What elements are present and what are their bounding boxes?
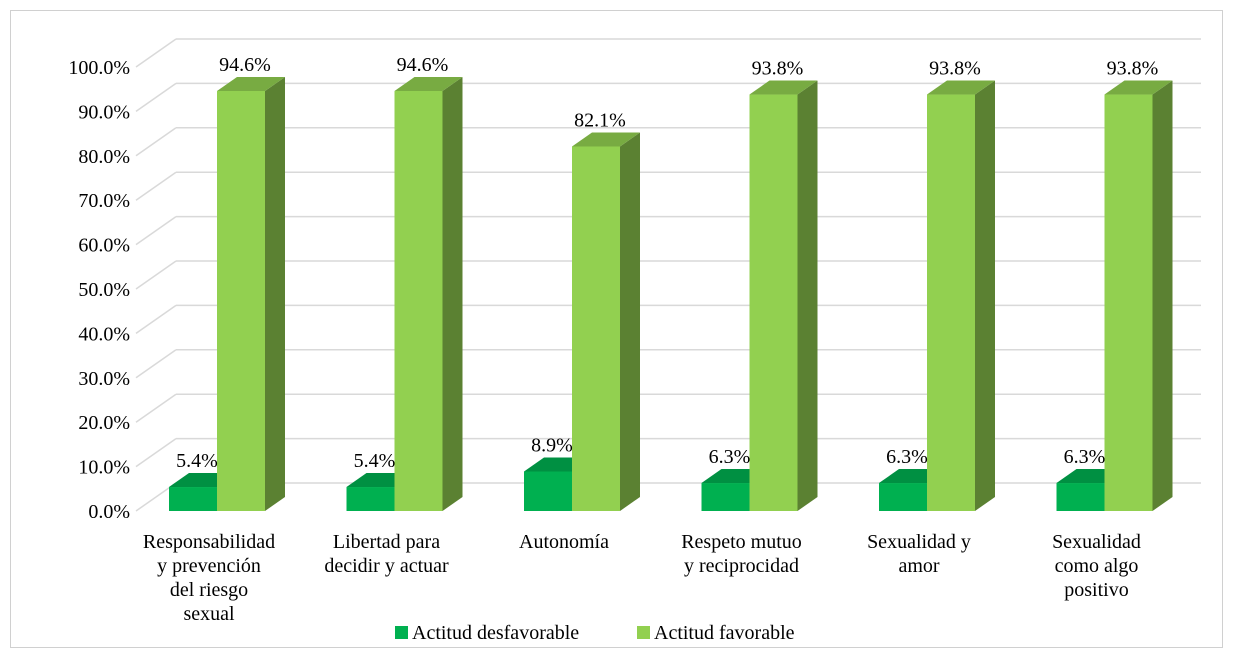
y-tick-label: 60.0% (78, 235, 130, 257)
bar (394, 90, 443, 511)
y-tick-label: 20.0% (78, 412, 130, 434)
category-label: Sexualidad como algo positivo (1052, 531, 1141, 601)
category-label-line: Responsabilidad (143, 531, 275, 553)
category-label: Libertad para decidir y actuar (324, 531, 449, 577)
gridline-diagonal (135, 82, 177, 113)
bar (572, 146, 620, 511)
data-label: 93.8% (1107, 58, 1159, 80)
data-label: 82.1% (574, 109, 626, 131)
category-label-line: decidir y actuar (324, 555, 449, 577)
category-label-line: Sexualidad y (867, 531, 971, 553)
bar-top (572, 132, 640, 147)
gridline-diagonal (135, 127, 177, 157)
legend-label: Actitud favorable (654, 622, 795, 644)
data-label: 6.3% (886, 446, 928, 468)
gridline-diagonal (135, 437, 177, 468)
gridline-diagonal (135, 349, 177, 379)
bar (524, 471, 572, 511)
bar (346, 487, 395, 511)
bar (217, 90, 265, 511)
category-labels: Responsabilidad y prevención del riesgo sex… (143, 531, 1141, 625)
category-label-line: Respeto mutuo (681, 531, 802, 553)
category-label-line: y prevención (157, 555, 261, 577)
bar-chart: 0.0% 10.0% 20.0% 30.0% 40.0% 50.0% 60.0% 70.0% 8… (68, 38, 1201, 644)
category-label: Responsabilidad y prevención del riesgo sex… (143, 531, 275, 625)
y-tick-label: 50.0% (78, 279, 130, 301)
bars (169, 76, 1173, 511)
bar (701, 483, 750, 511)
gridline-diagonal (135, 38, 177, 68)
gridline-diagonal (135, 260, 177, 290)
bar (749, 94, 798, 511)
bar-side (265, 76, 285, 511)
bar-top (927, 80, 995, 95)
y-tick-label: 0.0% (88, 501, 130, 523)
category-label-line: y reciprocidad (684, 555, 799, 577)
category-label-line: Libertad para (333, 531, 440, 553)
gridlines (135, 38, 1201, 512)
data-label: 94.6% (219, 54, 271, 76)
legend-swatch (395, 626, 408, 639)
category-label: Respeto mutuo y reciprocidad (681, 531, 802, 577)
category-label-line: como algo (1055, 555, 1139, 577)
category-label: Autonomía (519, 531, 609, 553)
gridline-diagonal (135, 304, 177, 335)
data-label: 6.3% (1064, 446, 1106, 468)
y-tick-label: 80.0% (78, 146, 130, 168)
data-label: 5.4% (176, 450, 218, 472)
category-label-line: Autonomía (519, 531, 609, 553)
bar (1056, 483, 1105, 511)
bar (879, 483, 927, 511)
category-label: Sexualidad y amor (867, 531, 971, 577)
bar-top (217, 76, 285, 91)
category-label-line: Sexualidad (1052, 531, 1141, 553)
gridline-diagonal (135, 215, 177, 246)
bar-side (442, 76, 463, 511)
data-label: 6.3% (709, 446, 751, 468)
y-tick-label: 90.0% (78, 101, 130, 123)
bar-top (394, 76, 463, 91)
chart-container: 0.0% 10.0% 20.0% 30.0% 40.0% 50.0% 60.0% 70.0% 8… (10, 10, 1223, 648)
gridline-diagonal (135, 393, 177, 423)
category-label-line: amor (898, 555, 939, 577)
legend-label: Actitud desfavorable (412, 622, 579, 644)
legend-swatch (637, 626, 650, 639)
category-label-line: del riesgo (170, 579, 248, 601)
category-label-line: sexual (183, 603, 235, 625)
gridline-diagonal (135, 171, 177, 201)
data-label: 8.9% (531, 434, 573, 456)
bar (169, 487, 217, 511)
bar-top (749, 80, 818, 95)
y-tick-label: 70.0% (78, 190, 130, 212)
y-tick-label: 30.0% (78, 368, 130, 390)
bar-side (620, 132, 640, 511)
bar-side (797, 80, 818, 511)
data-labels: 5.4% 94.6% 5.4% 94.6% 8.9% 82.1% 6.3% 93.8% 6.3%… (176, 54, 1158, 472)
data-label: 94.6% (397, 54, 449, 76)
bar (1104, 94, 1153, 511)
category-label-line: positivo (1064, 579, 1128, 601)
y-axis-ticks: 0.0% 10.0% 20.0% 30.0% 40.0% 50.0% 60.0% 70.0% 8… (68, 57, 130, 523)
data-label: 5.4% (354, 450, 396, 472)
legend: Actitud desfavorable Actitud favorable (395, 622, 795, 644)
y-tick-label: 100.0% (68, 57, 130, 79)
bar (927, 94, 975, 511)
data-label: 93.8% (752, 58, 804, 80)
bar-top (1104, 80, 1173, 95)
y-tick-label: 40.0% (78, 323, 130, 345)
y-tick-label: 10.0% (78, 457, 130, 479)
bar-side (975, 80, 995, 511)
bar-side (1152, 80, 1173, 511)
data-label: 93.8% (929, 58, 981, 80)
